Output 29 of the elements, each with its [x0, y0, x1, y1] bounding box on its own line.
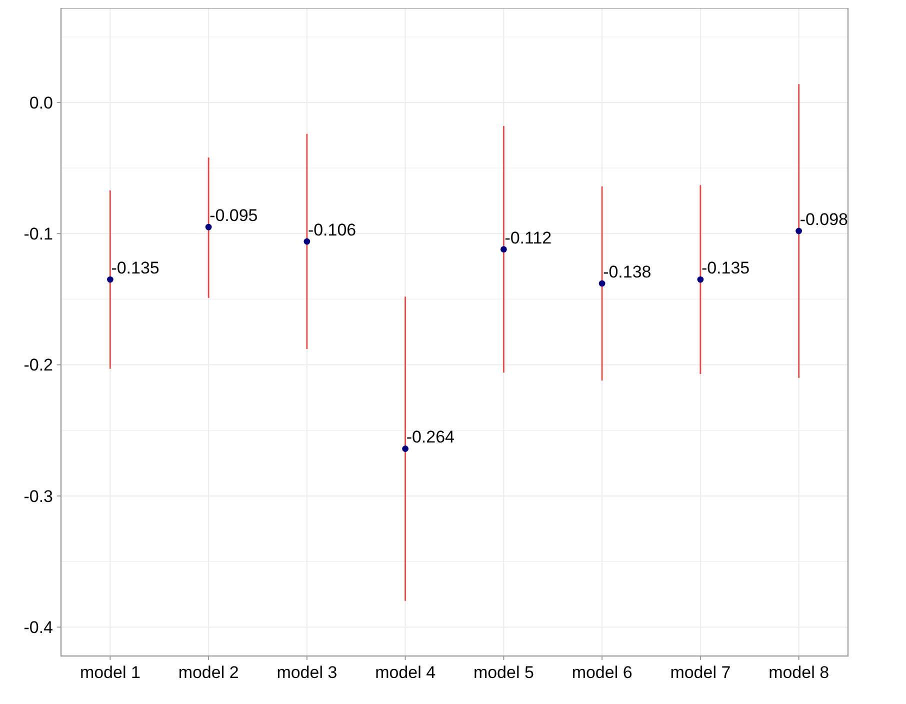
- data-label: -0.138: [603, 262, 652, 282]
- x-tick-label: model 3: [276, 663, 338, 682]
- x-tick-label: model 8: [768, 663, 830, 682]
- data-label: -0.135: [111, 258, 160, 278]
- y-tick-label: -0.2: [24, 356, 53, 375]
- x-tick-label: model 1: [80, 663, 140, 682]
- x-tick-label: model 2: [178, 663, 239, 682]
- data-label: -0.106: [308, 220, 356, 240]
- y-tick-label: 0.0: [29, 93, 53, 112]
- data-label: -0.264: [406, 428, 455, 447]
- y-tick-label: -0.3: [24, 486, 53, 506]
- point: [598, 280, 606, 287]
- data-label: -0.112: [504, 228, 552, 248]
- point: [796, 228, 802, 234]
- point: [106, 276, 114, 283]
- y-tick-label: -0.1: [24, 224, 53, 244]
- data-label: -0.095: [210, 206, 258, 226]
- y-tick-label: -0.4: [24, 618, 53, 638]
- point: [304, 238, 310, 245]
- x-tick-label: model 4: [375, 663, 436, 682]
- point: [205, 224, 212, 230]
- x-tick-label: model 6: [572, 663, 632, 682]
- x-tick-label: model 5: [473, 663, 534, 682]
- data-label: -0.135: [701, 258, 750, 278]
- point: [500, 246, 507, 253]
- point: [697, 276, 704, 283]
- data-label: -0.098: [800, 210, 848, 229]
- x-tick-label: model 7: [670, 663, 731, 682]
- point: [402, 446, 409, 452]
